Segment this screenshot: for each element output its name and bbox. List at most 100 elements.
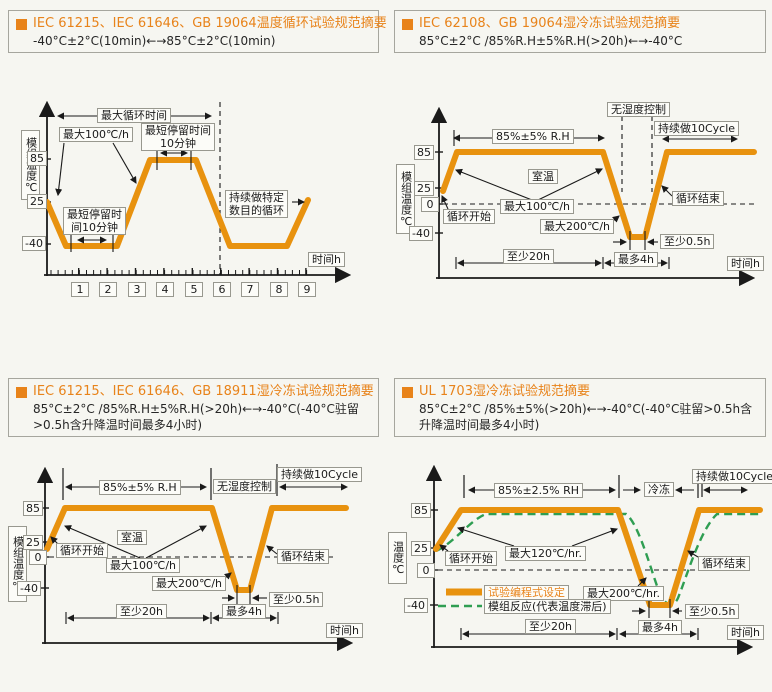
x-tick-4: 4 (156, 282, 174, 297)
legend-label-module-response: 模组反应(代表温度滞后) (484, 599, 611, 614)
no-humidity-dashed-lines (621, 116, 653, 192)
label-max-rate-100: 最大100℃/h (59, 127, 134, 142)
x-tick-1: 1 (71, 282, 89, 297)
axes (425, 464, 754, 656)
temperature-curve (44, 157, 311, 249)
bullet-square-icon (16, 18, 27, 30)
chart-humidity-freeze: 模组温度℃ 85 25 0 -40 85%±5% R.H 无湿度控制 持续做10… (0, 346, 386, 692)
label-min-20h: 至少20h (116, 604, 167, 619)
label-min-20h: 至少20h (525, 619, 576, 634)
x-tick-2: 2 (99, 282, 117, 297)
y-tick--40: -40 (404, 598, 428, 613)
y-tick--40: -40 (17, 581, 41, 596)
panel-humidity-freeze-ul1703: UL 1703湿冷冻试验规范摘要 85°C±2°C /85%±5%(>20h)←… (386, 346, 772, 692)
x-tick-3: 3 (128, 282, 146, 297)
y-tick--40: -40 (409, 226, 433, 241)
label-cycle-start: 循环开始 (443, 209, 495, 224)
label-min-20h: 至少20h (503, 249, 554, 264)
y-tick--40: -40 (22, 236, 46, 251)
y-tick-25: 25 (27, 194, 47, 209)
panel-title: IEC 61215、IEC 61646、GB 19064温度循环试验规范摘要 (33, 16, 387, 31)
x-tick-6: 6 (213, 282, 231, 297)
x-axis-label: 时间h (727, 256, 764, 271)
label-cycle-end: 循环结束 (698, 556, 750, 571)
axes (38, 100, 352, 284)
axes (430, 106, 756, 287)
y-tick-85: 85 (411, 503, 431, 518)
panel-header: IEC 61215、IEC 61646、GB 19064温度循环试验规范摘要 -… (8, 10, 387, 53)
label-max-rate-200: 最大200℃/h (152, 576, 227, 591)
label-max-rate-100: 最大100℃/h (500, 199, 575, 214)
panel-humidity-freeze-iec62108: IEC 62108、GB 19064湿冷冻试验规范摘要 85°C±2°C /85… (386, 0, 772, 346)
label-continue-10cycle: 持续做10Cycle (692, 469, 772, 484)
panel-humidity-freeze-iec61215: IEC 61215、IEC 61646、GB 18911湿冷冻试验规范摘要 85… (0, 346, 386, 692)
bullet-square-icon (402, 18, 413, 30)
legend-label-program: 试验编程式设定 (484, 585, 569, 600)
y-tick-85: 85 (23, 501, 43, 516)
label-max-rate-200: 最大200℃/hr. (583, 586, 665, 601)
panel-title: IEC 61215、IEC 61646、GB 18911湿冷冻试验规范摘要 (33, 384, 374, 399)
label-min-0-5h: 至少0.5h (269, 592, 324, 607)
panel-title-row: IEC 61215、IEC 61646、GB 18911湿冷冻试验规范摘要 (16, 383, 374, 401)
panel-subtitle: -40°C±2°C(10min)←→85°C±2°C(10min) (33, 34, 276, 48)
label-min-0-5h: 至少0.5h (685, 604, 740, 619)
x-axis-label: 时间h (308, 252, 345, 267)
panel-title: UL 1703湿冷冻试验规范摘要 (419, 384, 590, 399)
y-tick-25: 25 (411, 541, 431, 556)
y-tick-85: 85 (27, 151, 47, 166)
bullet-square-icon (402, 386, 413, 398)
label-min-0-5h: 至少0.5h (660, 234, 715, 249)
label-no-humidity: 无湿度控制 (607, 102, 670, 117)
chart-humidity-freeze: 模组温度℃ 85 25 0 -40 无湿度控制 持续做10Cycle 85%±5… (386, 0, 772, 346)
chart-canvas (430, 106, 757, 287)
panel-title-row: UL 1703湿冷冻试验规范摘要 (402, 383, 759, 401)
label-room-temp: 室温 (117, 530, 147, 545)
label-room-temp: 室温 (528, 169, 558, 184)
program-setpoint-curve (433, 507, 763, 608)
x-tick-7: 7 (241, 282, 259, 297)
label-no-humidity: 无湿度控制 (213, 479, 276, 494)
label-min-dwell-low: 最短停留时 间10分钟 (63, 207, 126, 235)
y-tick-25: 25 (23, 535, 43, 550)
x-tick-9: 9 (298, 282, 316, 297)
panel-title-row: IEC 61215、IEC 61646、GB 19064温度循环试验规范摘要 (16, 15, 387, 33)
label-cycle-end: 循环结束 (672, 191, 724, 206)
x-tick-5: 5 (185, 282, 203, 297)
y-tick-25: 25 (414, 181, 434, 196)
label-cycle-start: 循环开始 (445, 551, 497, 566)
label-continue-cycles: 持续做特定 数目的循环 (225, 190, 288, 218)
label-continue-10cycle: 持续做10Cycle (654, 121, 740, 136)
y-tick-0: 0 (417, 563, 435, 578)
label-max-4h: 最多4h (614, 252, 658, 267)
y-tick-85: 85 (414, 145, 434, 160)
y-axis-label: 温度℃ (388, 532, 407, 584)
label-max-rate-200: 最大200℃/h (540, 219, 615, 234)
panel-header: IEC 62108、GB 19064湿冷冻试验规范摘要 85°C±2°C /85… (394, 10, 766, 53)
panel-header: IEC 61215、IEC 61646、GB 18911湿冷冻试验规范摘要 85… (8, 378, 379, 437)
panel-title: IEC 62108、GB 19064湿冷冻试验规范摘要 (419, 16, 681, 31)
chart-temperature-cycle: 模组温度℃ 85 25 -40 1 2 3 4 5 6 7 8 9 最大循环时间… (0, 0, 386, 346)
x-axis-label: 时间h (326, 623, 363, 638)
label-rh: 85%±5% R.H (99, 480, 181, 495)
panel-subtitle: 85°C±2°C /85%R.H±5%R.H(>20h)←→-40°C(-40°… (33, 402, 359, 432)
label-freeze: 冷冻 (644, 482, 674, 497)
label-rh: 85%±5% R.H (492, 129, 574, 144)
label-continue-10cycle: 持续做10Cycle (277, 467, 363, 482)
panel-subtitle: 85°C±2°C /85%±5%(>20h)←→-40°C(-40°C驻留>0.… (419, 402, 753, 432)
y-tick-0: 0 (421, 197, 439, 212)
y-tick-0: 0 (29, 550, 47, 565)
label-max-rate-100: 最大100℃/h (106, 558, 181, 573)
label-max-4h: 最多4h (638, 620, 682, 635)
legend-swatches (438, 588, 482, 608)
label-cycle-start: 循环开始 (56, 543, 108, 558)
chart-canvas (36, 464, 354, 652)
panel-temperature-cycle: IEC 61215、IEC 61646、GB 19064温度循环试验规范摘要 -… (0, 0, 387, 346)
x-tick-8: 8 (270, 282, 288, 297)
panel-header: UL 1703湿冷冻试验规范摘要 85°C±2°C /85%±5%(>20h)←… (394, 378, 766, 437)
label-max-cycle-time: 最大循环时间 (97, 108, 171, 123)
label-max-rate-120: 最大120℃/hr. (505, 546, 587, 561)
label-min-dwell-high: 最短停留时间 10分钟 (141, 123, 215, 151)
panel-title-row: IEC 62108、GB 19064湿冷冻试验规范摘要 (402, 15, 759, 33)
label-rh: 85%±2.5% RH (494, 483, 584, 498)
